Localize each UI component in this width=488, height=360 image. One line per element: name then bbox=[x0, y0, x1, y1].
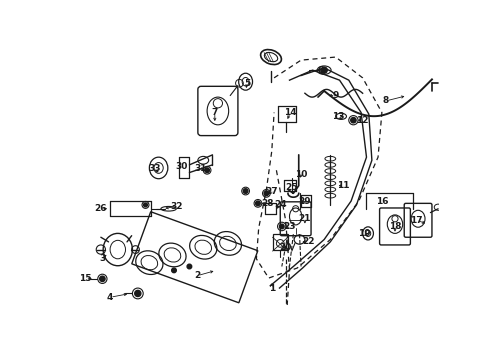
Text: 19: 19 bbox=[357, 229, 370, 238]
Circle shape bbox=[187, 264, 191, 269]
Text: 32: 32 bbox=[170, 202, 182, 211]
Text: 29: 29 bbox=[298, 197, 310, 206]
Circle shape bbox=[143, 203, 147, 207]
Circle shape bbox=[204, 168, 209, 172]
Text: 2: 2 bbox=[194, 271, 200, 280]
Text: 6: 6 bbox=[317, 66, 324, 75]
Text: 1: 1 bbox=[268, 284, 274, 293]
Text: 28: 28 bbox=[261, 199, 274, 208]
Text: 16: 16 bbox=[375, 197, 387, 206]
Bar bbox=[131, 212, 257, 303]
Circle shape bbox=[279, 224, 284, 229]
Text: 10: 10 bbox=[294, 170, 306, 179]
Circle shape bbox=[264, 191, 268, 195]
Text: 4: 4 bbox=[107, 293, 113, 302]
Text: 18: 18 bbox=[388, 222, 401, 231]
Text: 3: 3 bbox=[99, 254, 105, 263]
Text: 9: 9 bbox=[332, 91, 338, 100]
Text: 30: 30 bbox=[175, 162, 187, 171]
Circle shape bbox=[255, 201, 260, 206]
Text: 24: 24 bbox=[273, 201, 286, 210]
Circle shape bbox=[100, 276, 105, 282]
Text: 7: 7 bbox=[211, 108, 218, 117]
Text: 23: 23 bbox=[283, 222, 295, 231]
Text: 26: 26 bbox=[94, 204, 107, 213]
Circle shape bbox=[135, 291, 141, 297]
Text: 27: 27 bbox=[265, 186, 278, 195]
Text: 13: 13 bbox=[331, 112, 344, 121]
Text: 33: 33 bbox=[148, 164, 161, 173]
Circle shape bbox=[171, 268, 176, 273]
Text: 21: 21 bbox=[298, 214, 310, 223]
Text: 17: 17 bbox=[409, 216, 422, 225]
Text: 5: 5 bbox=[244, 79, 250, 88]
Circle shape bbox=[321, 67, 326, 73]
Circle shape bbox=[350, 117, 355, 123]
Text: 8: 8 bbox=[382, 96, 388, 105]
Text: 14: 14 bbox=[284, 108, 296, 117]
Text: 12: 12 bbox=[356, 116, 368, 125]
Text: 25: 25 bbox=[285, 184, 298, 193]
Circle shape bbox=[243, 189, 247, 193]
Text: 11: 11 bbox=[336, 181, 349, 190]
Text: 31: 31 bbox=[194, 164, 207, 173]
Text: 22: 22 bbox=[302, 237, 314, 246]
Text: 15: 15 bbox=[79, 274, 92, 283]
Text: 20: 20 bbox=[279, 243, 291, 252]
